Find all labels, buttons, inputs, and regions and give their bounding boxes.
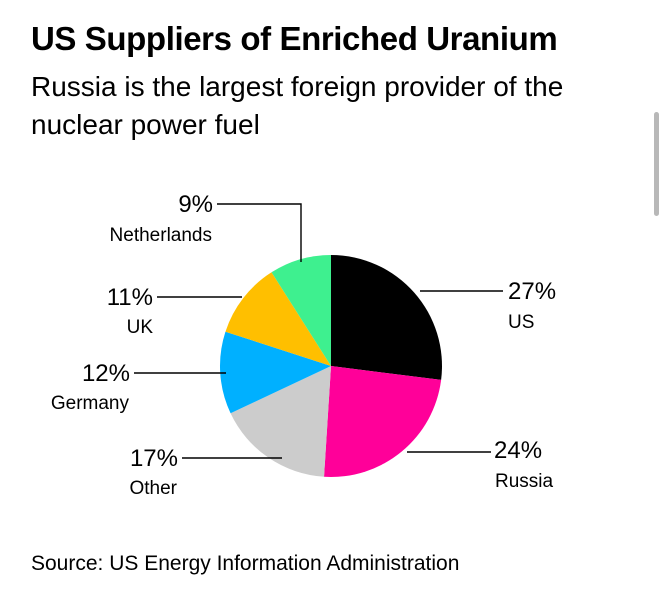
pie-slice-germany — [219, 331, 331, 414]
pie-slice-other — [230, 366, 331, 477]
label-name-netherlands: Netherlands — [110, 225, 212, 246]
label-pct-russia: 24% — [494, 437, 542, 464]
chart-title: US Suppliers of Enriched Uranium — [31, 20, 558, 57]
pie-slices — [219, 255, 442, 477]
label-name-germany: Germany — [51, 393, 130, 414]
label-pct-netherlands: 9% — [178, 191, 213, 218]
pie-slice-netherlands — [271, 255, 331, 366]
label-name-russia: Russia — [495, 471, 554, 492]
label-name-other: Other — [129, 478, 177, 499]
scrollbar[interactable] — [654, 112, 659, 216]
label-pct-germany: 12% — [82, 360, 130, 387]
leader-lines — [134, 203, 503, 459]
label-name-us: US — [508, 312, 534, 333]
label-pct-us: 27% — [508, 278, 556, 305]
pie-slice-us — [331, 255, 442, 380]
source-note: Source: US Energy Information Administra… — [31, 552, 460, 575]
label-pct-uk: 11% — [107, 284, 153, 311]
pie-slice-uk — [225, 272, 331, 366]
pie-slice-russia — [324, 366, 442, 477]
label-name-uk: UK — [127, 317, 154, 338]
leader-line-netherlands — [217, 203, 302, 262]
label-pct-other: 17% — [130, 445, 178, 472]
chart-subtitle: Russia is the largest foreign provider o… — [31, 71, 564, 140]
